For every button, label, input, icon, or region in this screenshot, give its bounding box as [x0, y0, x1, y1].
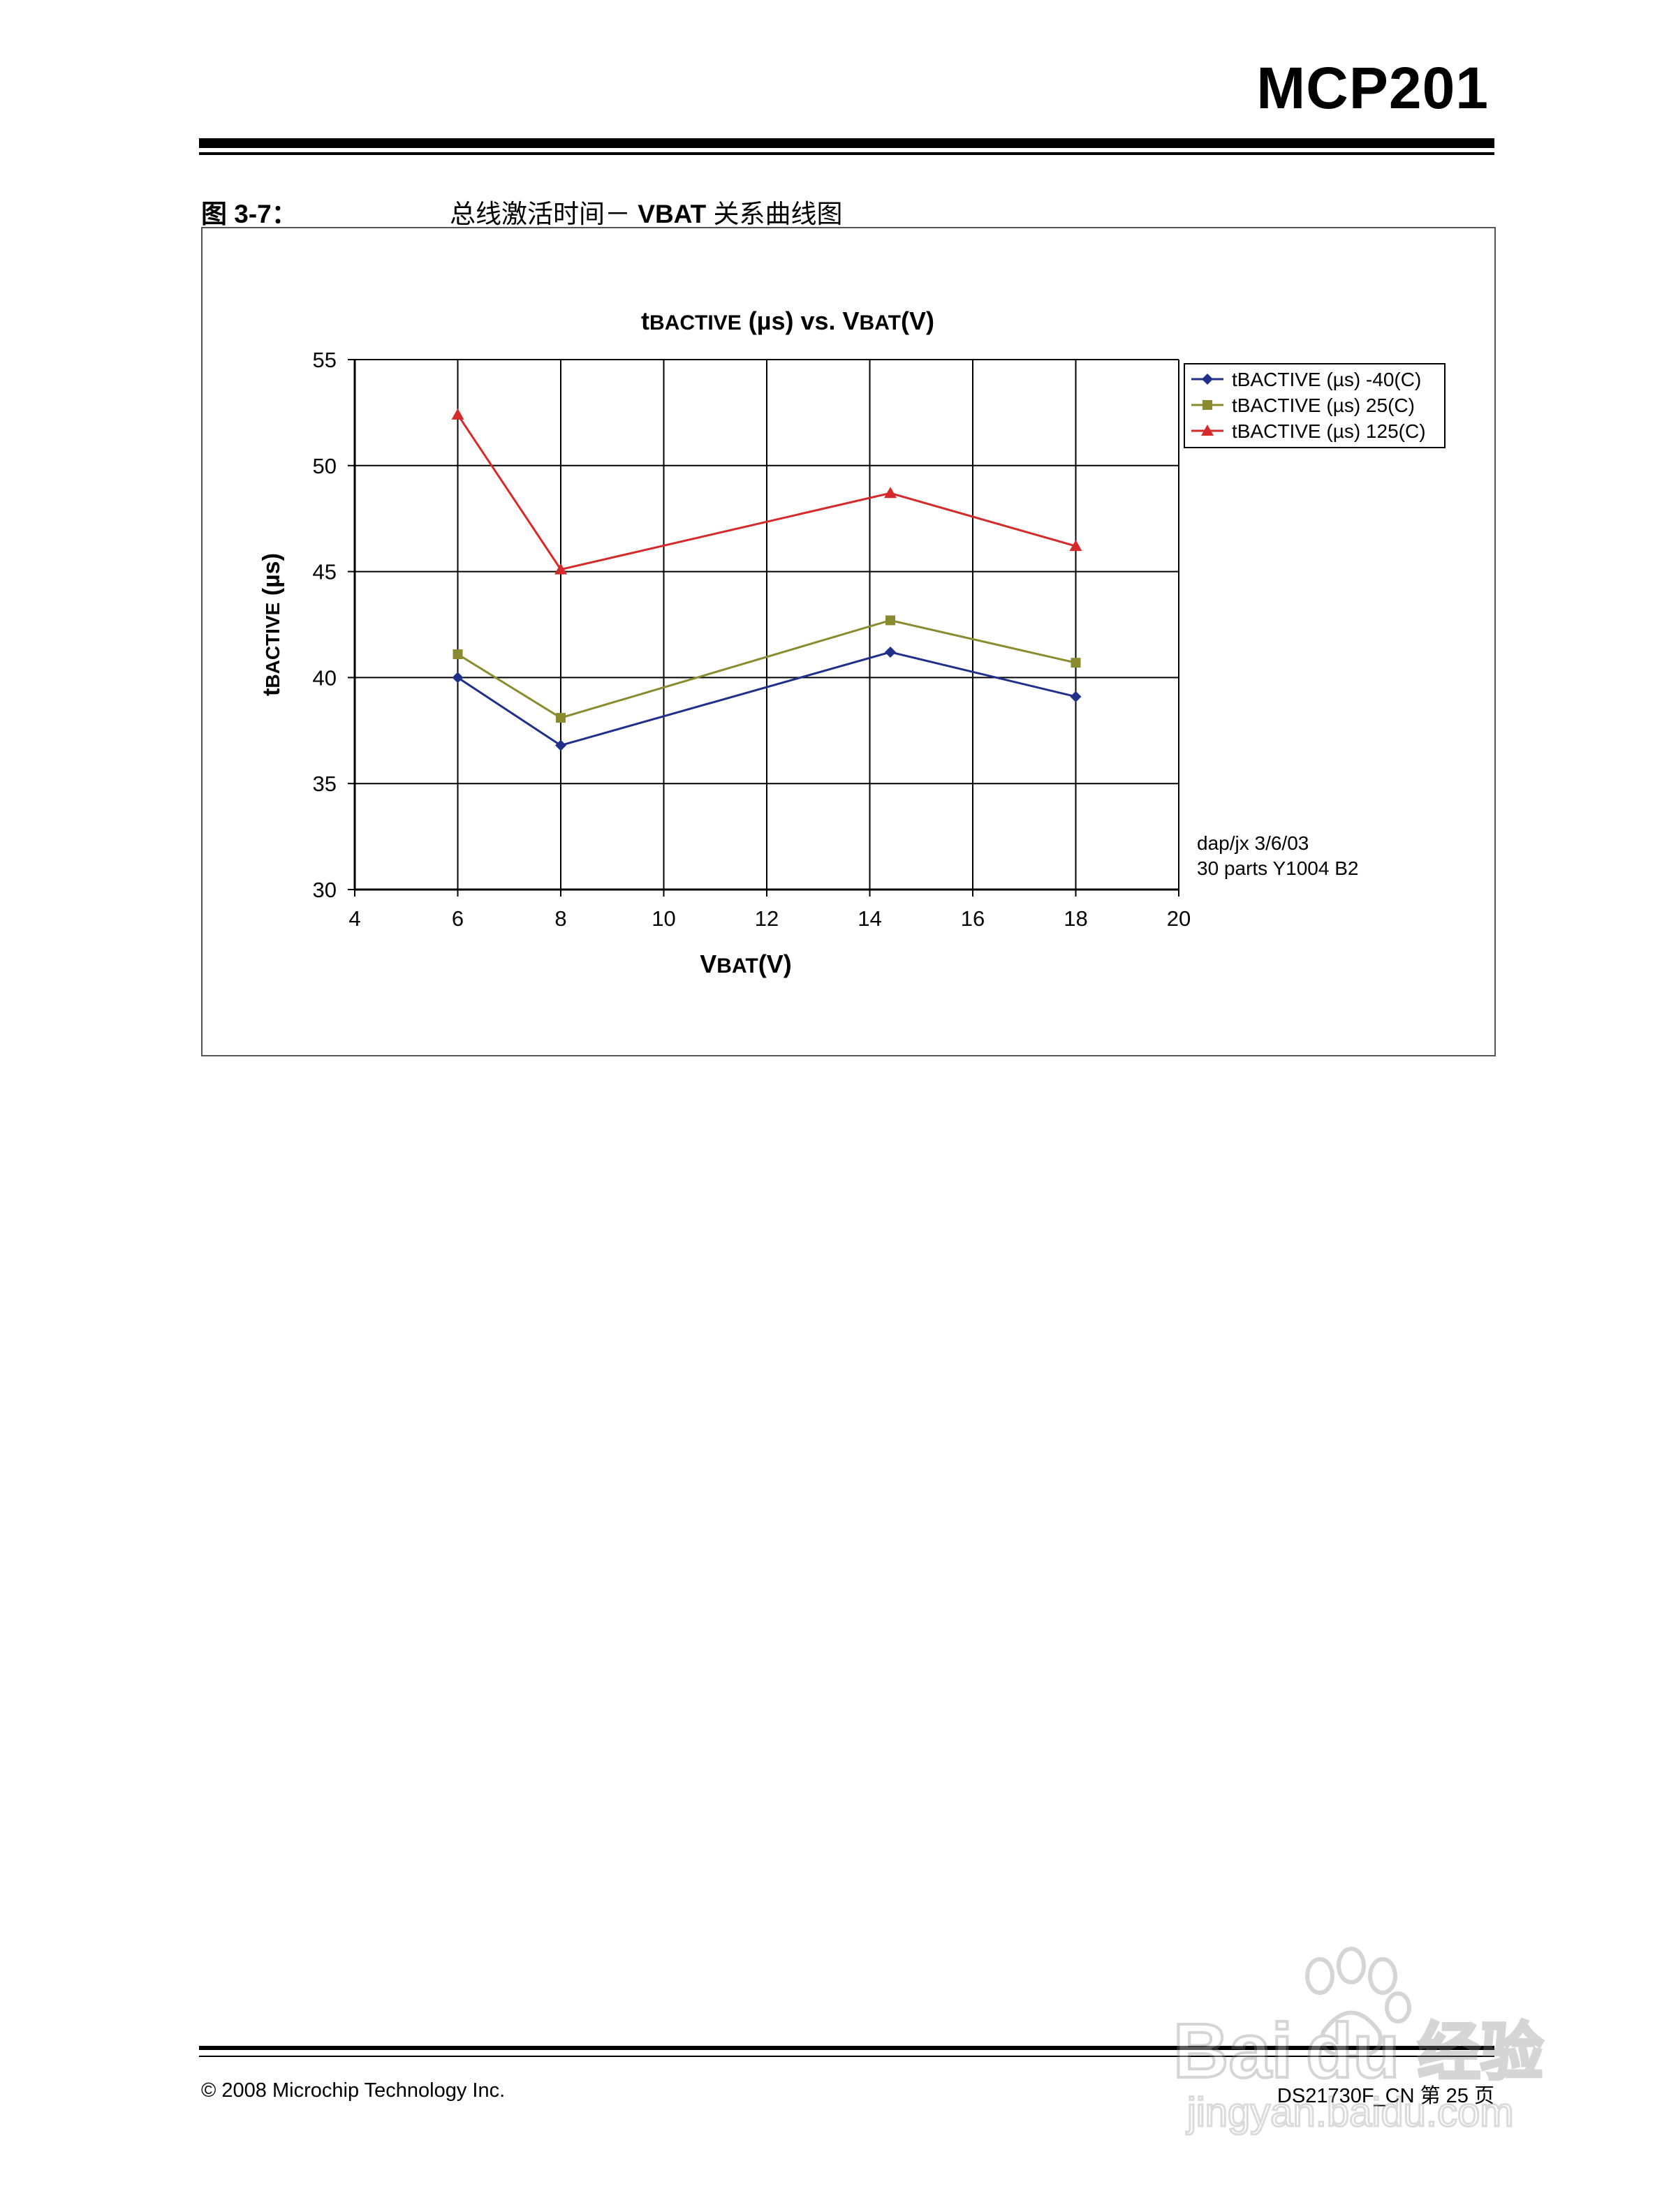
- x-tick-label: 14: [858, 906, 881, 931]
- figure-number: 图 3-7：: [201, 200, 297, 228]
- baidu-watermark: Bai du 经验 jingyan.baidu.com: [1172, 1947, 1545, 2137]
- series-line: [457, 651, 1076, 747]
- legend-label: tBACTIVE (µs) -40(C): [1232, 369, 1421, 390]
- chart-title-part: (V): [901, 307, 934, 335]
- x-axis-label-part: (V): [758, 950, 792, 978]
- watermark-brand-b: du: [1306, 2008, 1399, 2094]
- chart-grid: [354, 359, 1179, 890]
- y-axis-label-part: t: [258, 688, 285, 696]
- data-point: [1070, 691, 1082, 702]
- x-tick-label: 20: [1167, 906, 1191, 931]
- data-point: [1071, 658, 1081, 668]
- chart-axes: [348, 359, 1179, 897]
- header-rule-thin: [199, 152, 1494, 155]
- watermark-brand-a: Bai: [1173, 2008, 1293, 2094]
- chart-title: tBACTIVE (µs) vs. VBAT(V): [641, 307, 934, 335]
- x-tick-label: 16: [961, 906, 985, 931]
- figure-title-prefix: 总线激活时间－: [450, 200, 638, 228]
- legend-box: [1184, 363, 1446, 448]
- data-point: [554, 563, 567, 575]
- series-1: [453, 615, 1081, 723]
- watermark-sub: jingyan.baidu.com: [1186, 2090, 1514, 2135]
- data-point: [451, 408, 464, 420]
- figure-title: 总线激活时间－ VBAT 关系曲线图: [450, 193, 843, 230]
- series-2: [451, 408, 1082, 575]
- chart-legend: tBACTIVE (µs) -40(C) tBACTIVE (µs) 25(C) t…: [1184, 363, 1446, 448]
- x-tick-label: 12: [755, 906, 779, 931]
- chart-frame: 30 35 40 45 50 55 4 6 8 10 12 14 16 18 20 tBACTIVE (µs)…: [201, 227, 1496, 1056]
- data-point: [453, 649, 463, 660]
- x-axis-label: VBAT(V): [700, 950, 791, 978]
- data-point: [452, 672, 464, 684]
- header-rule-thick: [199, 138, 1494, 148]
- data-point: [555, 739, 566, 751]
- footer-rule-thin: [199, 2056, 1494, 2057]
- y-axis-label-part: BACTIVE: [262, 603, 284, 688]
- legend-swatch-marker: [1201, 425, 1214, 436]
- y-tick-label: 40: [313, 665, 337, 690]
- legend-label: tBACTIVE (µs) 25(C): [1232, 395, 1415, 416]
- x-tick-label: 6: [452, 906, 464, 931]
- x-axis-label-part: BAT: [716, 954, 758, 978]
- y-axis-label: tBACTIVE (µs): [258, 553, 285, 696]
- chart-annotation: dap/jx 3/6/03: [1197, 832, 1309, 854]
- x-tick-label: 10: [652, 906, 675, 931]
- data-point: [885, 646, 896, 658]
- footer-page-ref: DS21730F_CN 第 25 页: [1277, 2085, 1494, 2107]
- chart-title-part: BACTIVE: [649, 311, 742, 334]
- x-axis-label-part: V: [700, 950, 716, 978]
- series-line: [457, 414, 1076, 571]
- legend-label: tBACTIVE (µs) 125(C): [1232, 420, 1426, 442]
- y-tick-label: 45: [313, 560, 337, 584]
- data-point: [884, 487, 897, 499]
- figure-title-suffix: 关系曲线图: [706, 200, 843, 228]
- figure-caption: 图 3-7： 总线激活时间－ VBAT 关系曲线图: [201, 193, 843, 230]
- y-tick-label: 55: [313, 348, 337, 372]
- chart-title-part: BAT: [860, 311, 901, 334]
- chart-title-part: t: [641, 307, 649, 335]
- y-tick-label: 50: [313, 454, 337, 478]
- data-point: [556, 713, 566, 723]
- paw-icon: [1305, 1947, 1411, 2059]
- y-axis-label-part: (µs): [258, 553, 285, 603]
- data-point: [885, 615, 895, 626]
- series-0: [452, 646, 1082, 751]
- chart-annotation: 30 parts Y1004 B2: [1197, 857, 1358, 879]
- footer-rule-thick: [199, 2046, 1494, 2050]
- document-title: MCP201: [1256, 55, 1489, 121]
- data-point: [1069, 540, 1082, 552]
- chart-series: [451, 408, 1082, 751]
- legend-swatch-marker: [1203, 400, 1212, 410]
- x-tick-label: 4: [348, 906, 360, 931]
- y-tick-label: 35: [313, 772, 337, 796]
- chart-title-part: (µs) vs. V: [742, 307, 860, 335]
- x-tick-label: 18: [1064, 906, 1087, 931]
- legend-swatch-marker: [1202, 374, 1213, 385]
- series-line: [457, 619, 1076, 719]
- figure-title-bold: VBAT: [638, 200, 707, 228]
- footer-copyright: © 2008 Microchip Technology Inc.: [201, 2079, 506, 2102]
- y-tick-label: 30: [313, 878, 337, 902]
- watermark-brand-cn: 经验: [1418, 2016, 1543, 2089]
- x-tick-label: 8: [554, 906, 566, 931]
